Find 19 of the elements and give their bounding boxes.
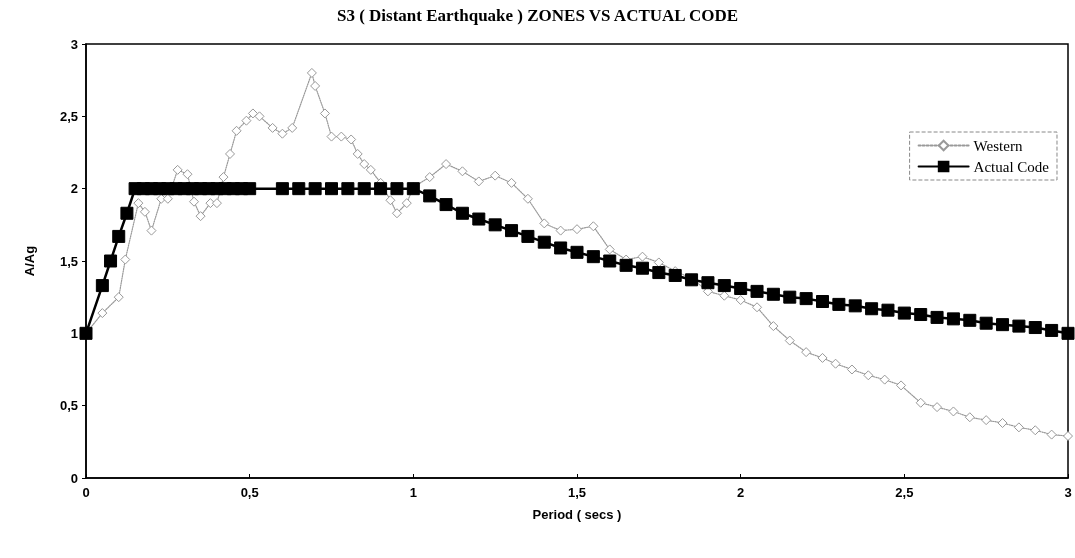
- y-axis-title: A/Ag: [22, 245, 37, 277]
- x-tick-label: 1: [409, 485, 417, 500]
- y-tick-label: 2,5: [59, 108, 78, 124]
- y-tick-label: 1: [70, 325, 78, 341]
- x-tick-label: 2,5: [895, 485, 914, 500]
- y-tick-label: 2: [70, 181, 78, 197]
- y-tick-label: 0: [70, 470, 78, 486]
- x-axis-title: Period ( secs ): [532, 507, 622, 522]
- x-tick-label: 3: [1064, 485, 1072, 500]
- legend-label: Western: [973, 137, 1023, 154]
- legend-label: Actual Code: [973, 158, 1050, 175]
- x-tick-label: 1,5: [567, 485, 587, 500]
- chart-title: S3 ( Distant Earthquake ) ZONES VS ACTUAL CODE: [336, 6, 739, 25]
- y-tick-label: 3: [70, 36, 78, 52]
- x-tick-label: 0: [82, 485, 90, 500]
- y-tick-label: 0,5: [59, 398, 78, 414]
- y-tick-label: 1,5: [59, 253, 78, 269]
- x-tick-label: 0,5: [240, 485, 259, 500]
- x-tick-label: 2: [737, 485, 745, 500]
